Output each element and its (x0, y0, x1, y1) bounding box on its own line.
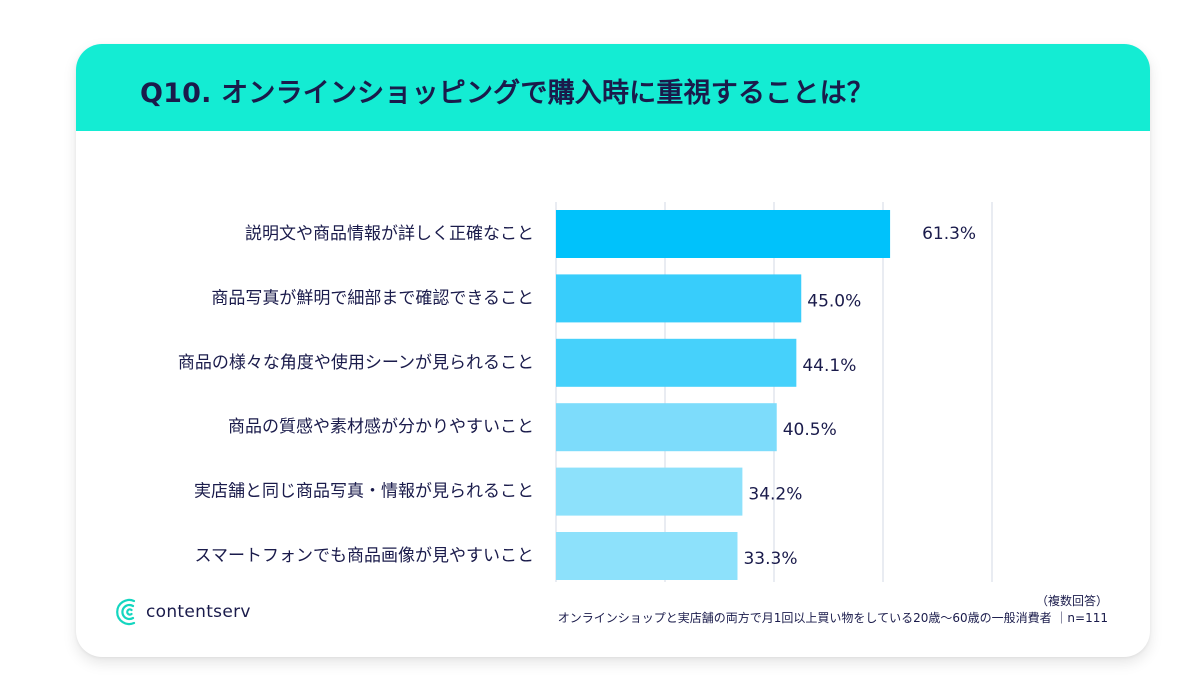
category-label-5: 実店舗と同じ商品写真・情報が見られること (194, 482, 534, 502)
footnote-sample: オンラインショップと実店舗の両方で月1回以上買い物をしている20歳〜60歳の一般… (557, 611, 1108, 625)
bar-5 (556, 467, 743, 516)
chart-title: Q10. オンラインショッピングで購入時に重視することは？ (140, 78, 874, 109)
footnote: （複数回答） オンラインショップと実店舗の両方で月1回以上買い物をしている20歳… (558, 593, 1108, 627)
value-label-2: 45.0% (807, 291, 861, 311)
bar-1 (556, 210, 891, 258)
value-label-6: 33.3% (743, 549, 797, 569)
category-label-2: 商品写真が鮮明で細部まで確認できること (211, 288, 534, 308)
category-label-1: 説明文や商品情報が詳しく正確なこと (245, 224, 534, 244)
chart-card: Q10. オンラインショッピングで購入時に重視することは？ 説明文や商品情報が詳… (76, 44, 1150, 657)
footnote-multiple-answers: （複数回答） (1035, 594, 1108, 608)
value-label-5: 34.2% (748, 485, 802, 505)
value-label-1: 61.3% (922, 224, 976, 244)
bar-3 (556, 338, 797, 387)
bar-6 (556, 532, 738, 580)
contentserv-logo-icon (116, 598, 136, 626)
bar-chart: 説明文や商品情報が詳しく正確なこと 61.3% 商品写真が鮮明で細部まで確認できるこ… (178, 202, 993, 582)
category-label-3: 商品の様々な角度や使用シーンが見られること (178, 352, 534, 373)
value-label-3: 44.1% (802, 356, 856, 376)
category-label-4: 商品の質感や素材感が分かりやすいこと (228, 417, 534, 437)
category-label-6: スマートフォンでも商品画像が見やすいこと (195, 546, 535, 566)
value-label-4: 40.5% (783, 420, 837, 440)
brand-name: contentserv (146, 602, 251, 622)
bar-4 (556, 403, 777, 452)
header-banner: Q10. オンラインショッピングで購入時に重視することは？ (76, 44, 1150, 131)
brand-logo: contentserv (114, 596, 251, 628)
bar-2 (556, 274, 802, 323)
